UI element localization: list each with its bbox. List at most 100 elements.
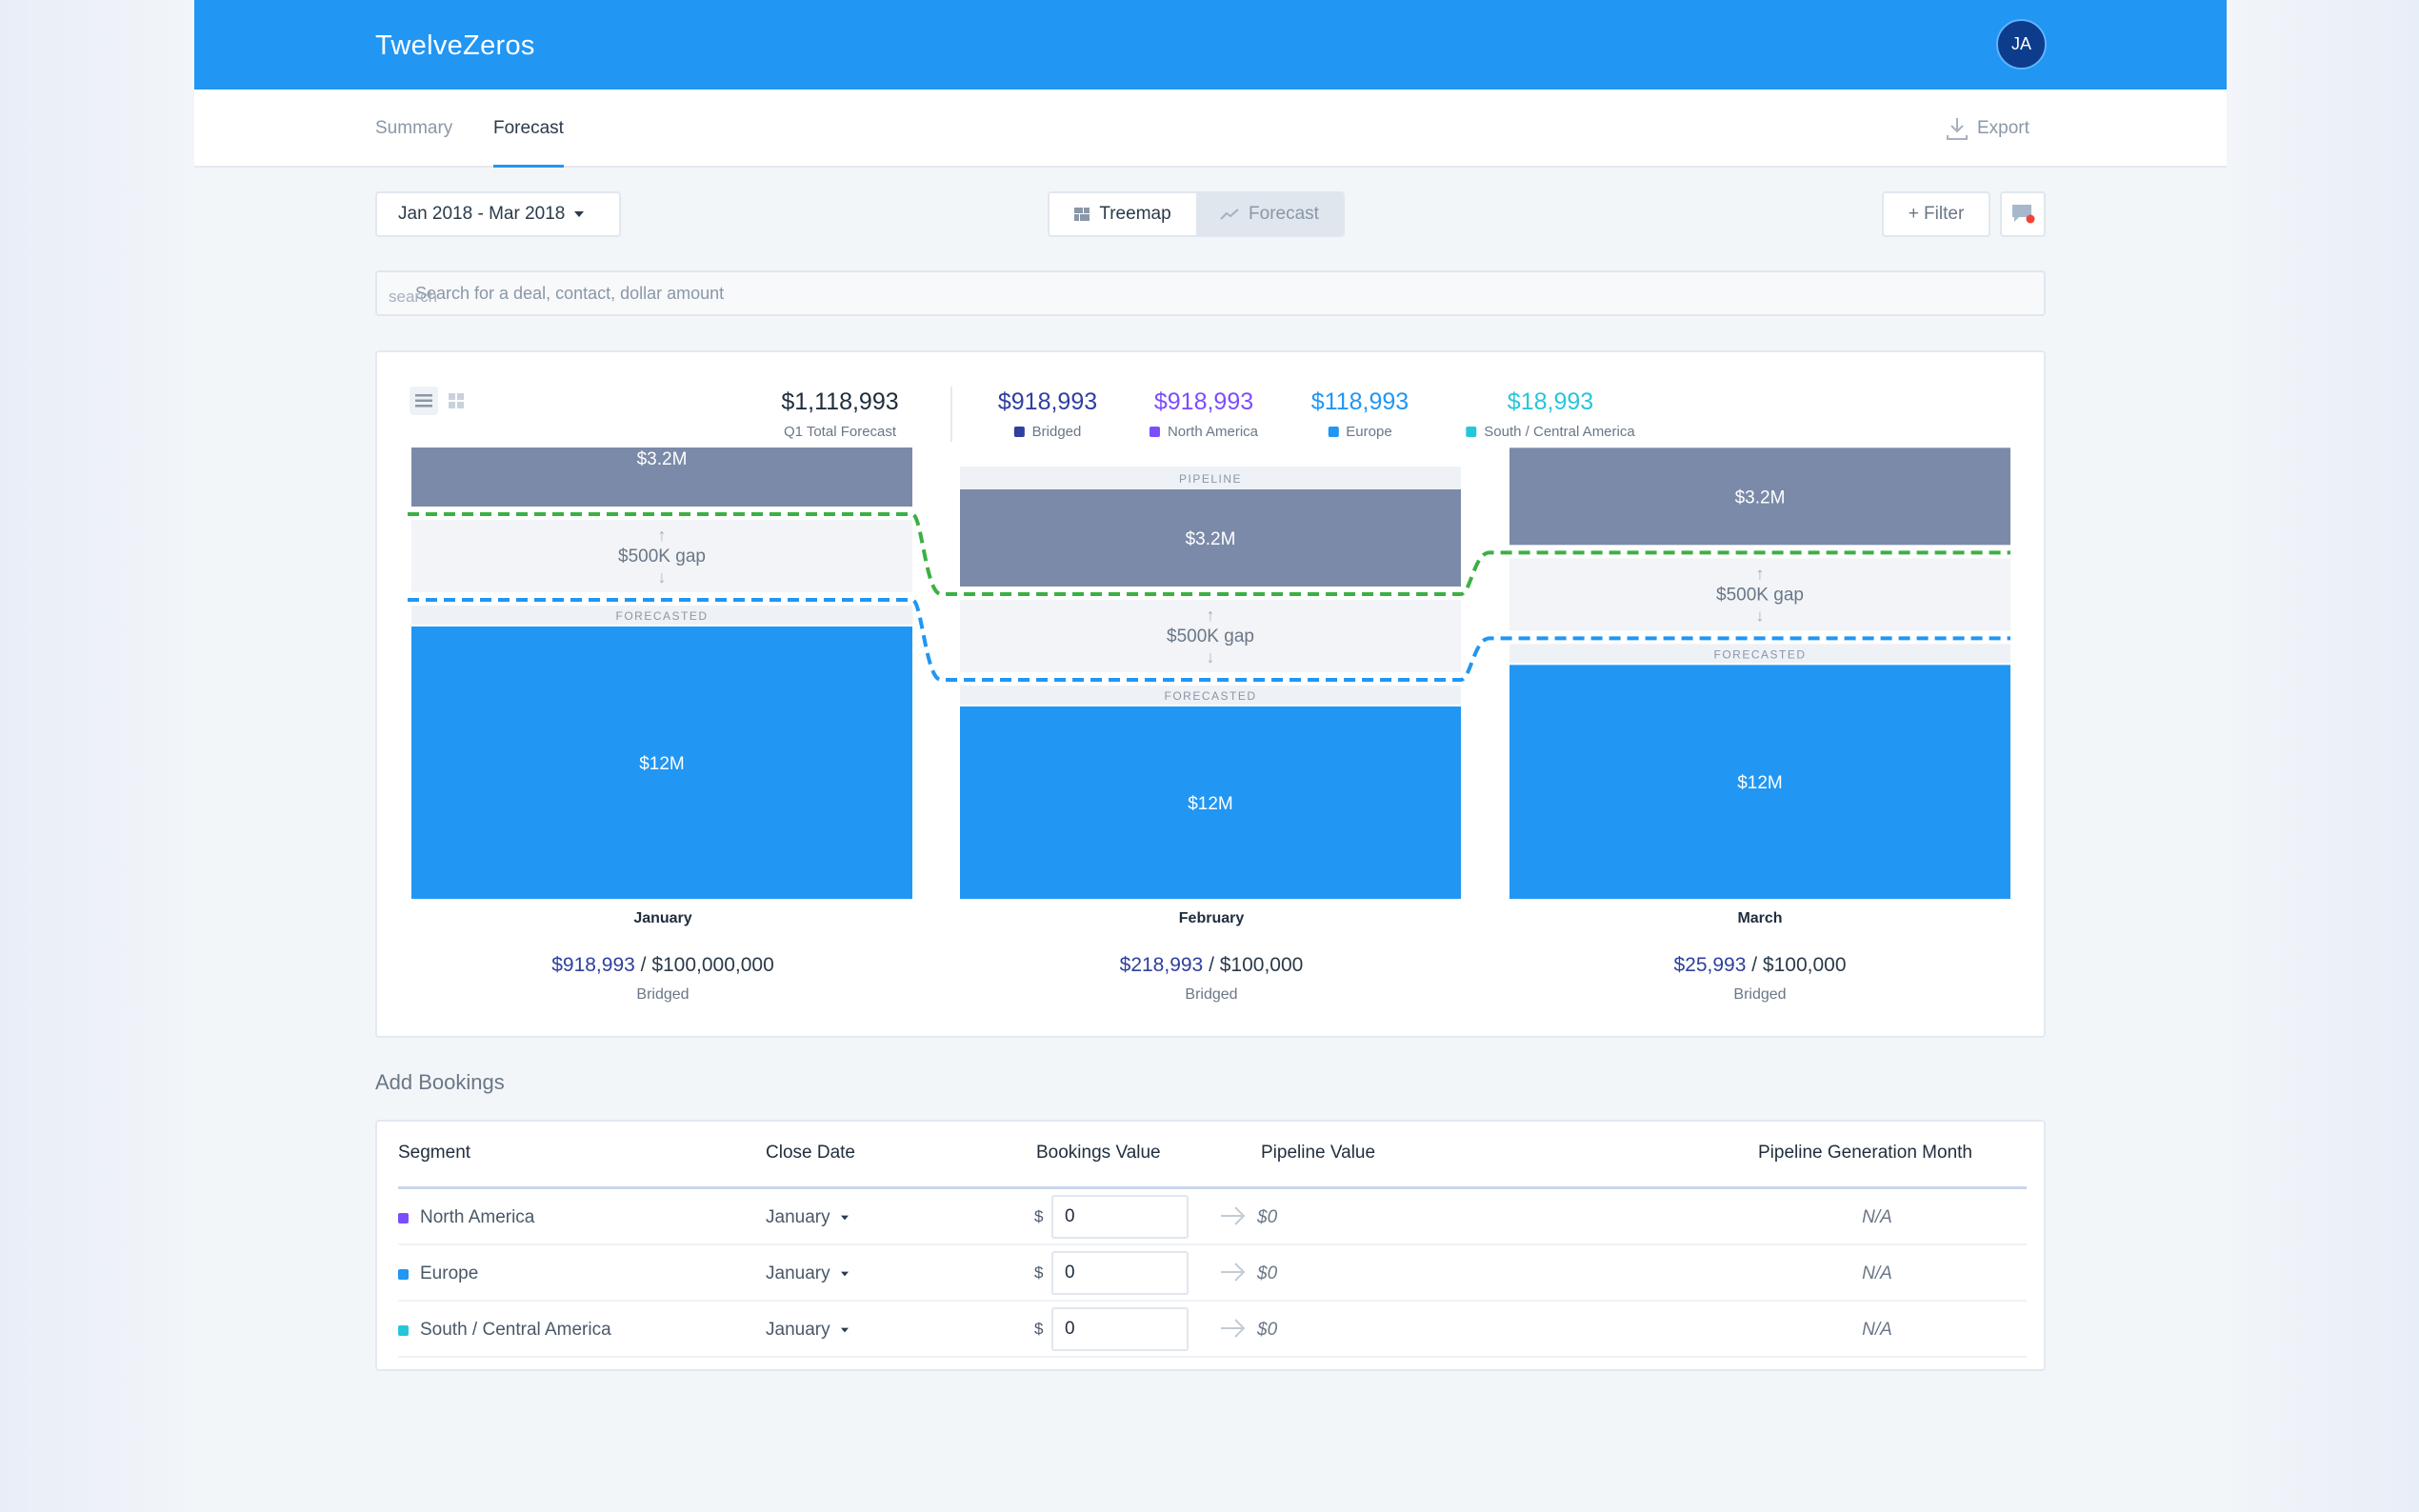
- tab-summary[interactable]: Summary: [375, 118, 453, 138]
- arrow-right-icon: [1221, 1319, 1246, 1338]
- close-date-dropdown[interactable]: January: [766, 1320, 850, 1341]
- bridged-amount: $918,993 / $100,000,000: [551, 954, 774, 976]
- pipeline-value: $3.2M: [1735, 487, 1786, 507]
- search-hint: search: [389, 288, 438, 306]
- forecasted-label: FORECASTED: [1713, 647, 1806, 661]
- forecasted-label: FORECASTED: [615, 609, 708, 623]
- chevron-down-icon: [574, 211, 585, 217]
- breakdown-label: Europe: [1311, 424, 1409, 440]
- forecasted-header: [1509, 644, 2010, 664]
- list-view-icon[interactable]: [410, 387, 438, 415]
- breakdown-stat: $118,993 Europe: [1311, 388, 1409, 440]
- arrow-up-icon: ↑: [1756, 564, 1765, 583]
- treemap-view-button[interactable]: Treemap: [1050, 193, 1196, 235]
- view-toggle: Treemap Forecast: [1048, 191, 1345, 237]
- segment-color-swatch: [398, 1324, 409, 1336]
- pipeline-value: $0: [1257, 1263, 1278, 1283]
- export-button[interactable]: Export: [1947, 116, 2029, 141]
- bookings-value-input[interactable]: 0: [1051, 1251, 1189, 1295]
- forecast-target-line: [408, 598, 2010, 682]
- month-bridged-summary: $918,993 / $100,000,000 Bridged: [551, 954, 774, 1004]
- app-brand[interactable]: TwelveZeros: [375, 30, 535, 61]
- gap-label: $500K gap: [1167, 627, 1254, 647]
- currency-symbol: $: [1034, 1263, 1044, 1282]
- user-avatar[interactable]: JA: [1996, 19, 2047, 70]
- gap-label: $500K gap: [618, 547, 706, 567]
- pipeline-label: PIPELINE: [1179, 472, 1242, 486]
- month-bridged-summary: $218,993 / $100,000 Bridged: [1120, 954, 1304, 1004]
- forecasted-bar: [960, 706, 1461, 899]
- pipeline-bar: [411, 448, 912, 507]
- forecasted-value: $12M: [1188, 794, 1233, 814]
- gap-zone: [411, 520, 912, 592]
- bridged-label: Bridged: [636, 986, 690, 1003]
- arrow-down-icon: ↓: [658, 567, 667, 587]
- forecast-chart: PIPELINE$3.2M↑$500K gap↓FORECASTED$12MPI…: [408, 448, 2010, 899]
- breakdown-value: $918,993: [997, 388, 1098, 415]
- pipeline-header: [960, 467, 1461, 489]
- search-placeholder: Search for a deal, contact, dollar amoun…: [415, 283, 725, 303]
- breakdown-label-text: Europe: [1346, 424, 1392, 440]
- breakdown-label-text: North America: [1167, 424, 1259, 440]
- breakdown-stat: $918,993 Bridged: [998, 388, 1097, 440]
- month-bridged-summary: $25,993 / $100,000 Bridged: [1673, 954, 1846, 1004]
- gap-zone: [1509, 558, 2010, 631]
- breakdown-value: $118,993: [1310, 388, 1409, 415]
- trend-line-icon: [1220, 209, 1239, 220]
- currency-symbol: $: [1034, 1320, 1044, 1338]
- bridged-label: Bridged: [1733, 986, 1787, 1003]
- forecasted-header: [411, 606, 912, 625]
- date-range-dropdown[interactable]: Jan 2018 - Mar 2018: [375, 191, 621, 237]
- col-close-date: Close Date: [766, 1143, 855, 1163]
- pipeline-bar: [1509, 448, 2010, 546]
- generation-month: N/A: [1862, 1320, 1892, 1340]
- pipeline-bar: [960, 489, 1461, 587]
- q1-total-label: Q1 Total Forecast: [783, 424, 897, 440]
- breakdown-label: South / Central America: [1466, 424, 1635, 440]
- breakdown-value: $918,993: [1153, 388, 1254, 415]
- tab-bar: Summary Forecast Export: [194, 90, 2227, 168]
- date-range-value: Jan 2018 - Mar 2018: [398, 204, 566, 224]
- segment-name: South / Central America: [420, 1320, 611, 1340]
- breakdown-label: North America: [1149, 424, 1259, 440]
- segment-color-swatch: [398, 1268, 409, 1280]
- q1-total-value: $1,118,993: [781, 388, 899, 415]
- table-row: South / Central America January $0 $0 N/A: [398, 1303, 2027, 1358]
- legend-swatch: [1328, 427, 1339, 437]
- pipeline-value: $3.2M: [637, 449, 688, 469]
- stat-divider: [950, 387, 952, 442]
- pipeline-value: $0: [1257, 1320, 1278, 1340]
- chat-icon: [2012, 205, 2035, 224]
- close-date-dropdown[interactable]: January: [766, 1207, 850, 1228]
- forecasted-bar: [1509, 665, 2010, 899]
- bookings-value-input[interactable]: 0: [1051, 1307, 1189, 1351]
- filter-button[interactable]: + Filter: [1882, 191, 1990, 237]
- segment-color-swatch: [398, 1212, 409, 1224]
- segment-cell: Europe: [398, 1263, 478, 1284]
- forecast-label: Forecast: [1249, 204, 1319, 224]
- grid-view-icon[interactable]: [442, 387, 470, 415]
- forecast-chart-panel: $1,118,993 Q1 Total Forecast $918,993 Bri…: [375, 350, 2046, 1038]
- treemap-icon: [1074, 208, 1090, 221]
- breakdown-stat: $18,993 South / Central America: [1466, 388, 1635, 440]
- search-input[interactable]: search Search for a deal, contact, dolla…: [375, 270, 2046, 316]
- gap-zone: [960, 600, 1461, 672]
- legend-swatch: [1149, 427, 1160, 437]
- arrow-down-icon: ↓: [1756, 606, 1765, 625]
- close-date-dropdown[interactable]: January: [766, 1263, 850, 1284]
- breakdown-label-text: Bridged: [1031, 424, 1082, 440]
- col-bookings-value: Bookings Value: [1036, 1143, 1161, 1163]
- bridged-value: $218,993: [1119, 954, 1204, 976]
- comments-button[interactable]: [2000, 191, 2046, 237]
- bookings-value-input[interactable]: 0: [1051, 1195, 1189, 1239]
- col-segment: Segment: [398, 1143, 471, 1163]
- table-row: Europe January $0 $0 N/A: [398, 1246, 2027, 1302]
- month-label-january: January: [633, 910, 692, 926]
- gap-label: $500K gap: [1716, 585, 1804, 605]
- generation-month: N/A: [1862, 1207, 1892, 1227]
- pipeline-target-line: [408, 512, 2010, 596]
- forecast-view-button[interactable]: Forecast: [1196, 193, 1343, 235]
- bridged-amount: $25,993 / $100,000: [1673, 954, 1847, 976]
- tab-forecast[interactable]: Forecast: [493, 118, 564, 168]
- pipeline-value: $0: [1257, 1207, 1278, 1227]
